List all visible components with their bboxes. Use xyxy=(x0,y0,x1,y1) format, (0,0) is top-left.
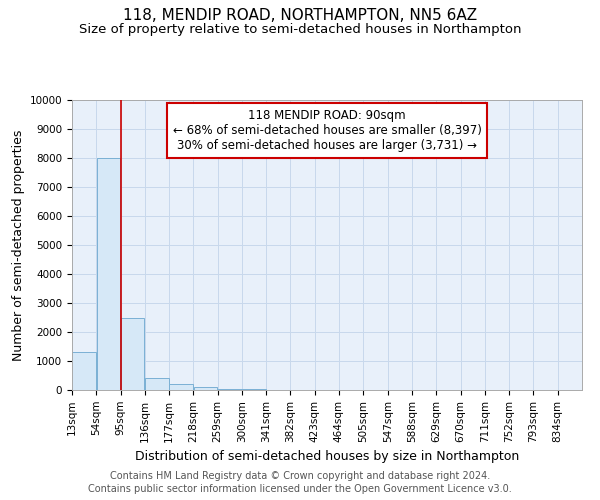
Bar xyxy=(145,378,169,390)
Bar xyxy=(169,384,193,390)
Text: Size of property relative to semi-detached houses in Northampton: Size of property relative to semi-detach… xyxy=(79,22,521,36)
Bar xyxy=(194,387,217,390)
Bar xyxy=(97,158,120,390)
Bar xyxy=(72,352,96,390)
Text: 118 MENDIP ROAD: 90sqm
← 68% of semi-detached houses are smaller (8,397)
30% of : 118 MENDIP ROAD: 90sqm ← 68% of semi-det… xyxy=(173,108,481,152)
Text: Contains HM Land Registry data © Crown copyright and database right 2024.: Contains HM Land Registry data © Crown c… xyxy=(110,471,490,481)
Text: Contains public sector information licensed under the Open Government Licence v3: Contains public sector information licen… xyxy=(88,484,512,494)
Y-axis label: Number of semi-detached properties: Number of semi-detached properties xyxy=(13,130,25,360)
Text: 118, MENDIP ROAD, NORTHAMPTON, NN5 6AZ: 118, MENDIP ROAD, NORTHAMPTON, NN5 6AZ xyxy=(123,8,477,22)
X-axis label: Distribution of semi-detached houses by size in Northampton: Distribution of semi-detached houses by … xyxy=(135,450,519,463)
Bar xyxy=(218,388,242,390)
Bar xyxy=(121,318,145,390)
